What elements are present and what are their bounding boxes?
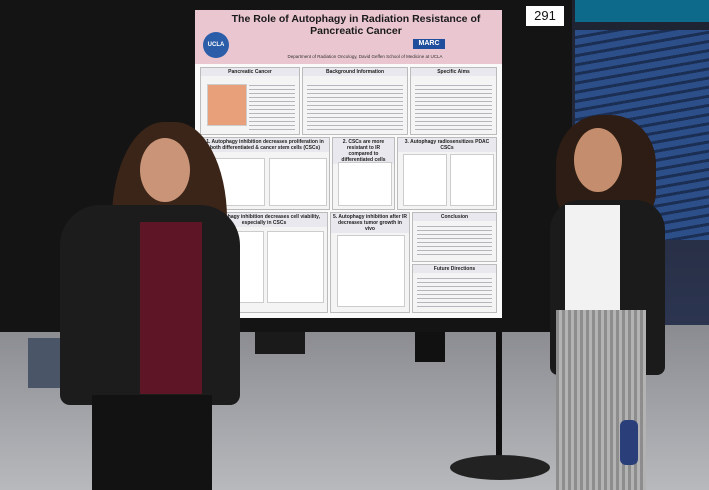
figure [450,154,494,206]
section-heading: Future Directions [413,265,496,273]
section: Specific Aims [410,67,497,135]
logo-marc: MARC [413,39,445,49]
person-right-face [574,128,622,192]
text-block [249,82,295,130]
text-block [417,223,492,257]
person-right-top [565,205,620,313]
logo-ucla: UCLA [203,32,229,58]
person-left-pants [92,395,212,490]
section-heading: 5. Autophagy inhibition after IR decreas… [331,213,409,233]
section-heading: Conclusion [413,213,496,221]
figure [207,84,247,126]
figure [337,235,405,307]
section: 2. CSCs are more resistant to IR compare… [332,137,395,210]
section: Future Directions [412,264,497,313]
section: Conclusion [412,212,497,262]
arena-banner [575,0,709,22]
person-left-top [140,222,202,394]
section: 5. Autophagy inhibition after IR decreas… [330,212,410,313]
text-block [417,275,492,308]
figure [338,162,392,206]
section-heading: 3. Autophagy radiosensitizes PDAC CSCs [398,138,496,152]
figure [267,231,324,303]
figure [269,158,327,206]
background-person [415,332,445,362]
person-left-face [140,138,190,202]
section-heading: 2. CSCs are more resistant to IR compare… [333,138,394,164]
poster-affiliation: Department of Radiation Oncology, David … [287,54,443,59]
section: Pancreatic Cancer [200,67,300,135]
section-heading: 1. Autophagy inhibition decreases prolif… [201,138,329,152]
poster-title: The Role of Autophagy in Radiation Resis… [231,13,481,37]
booth-number: 291 [526,6,564,26]
background-person [255,332,305,354]
poster-header [195,10,502,64]
text-block [415,82,492,130]
section: 3. Autophagy radiosensitizes PDAC CSCs [397,137,497,210]
bag [620,420,638,465]
section-heading: Background Information [303,68,407,76]
poster: UCLA The Role of Autophagy in Radiation … [195,10,502,318]
figure [403,154,447,206]
section: Background Information [302,67,408,135]
board-base [450,455,550,480]
section-heading: Specific Aims [411,68,496,76]
board-leg [496,332,502,462]
text-block [307,82,403,130]
section-heading: Pancreatic Cancer [201,68,299,76]
